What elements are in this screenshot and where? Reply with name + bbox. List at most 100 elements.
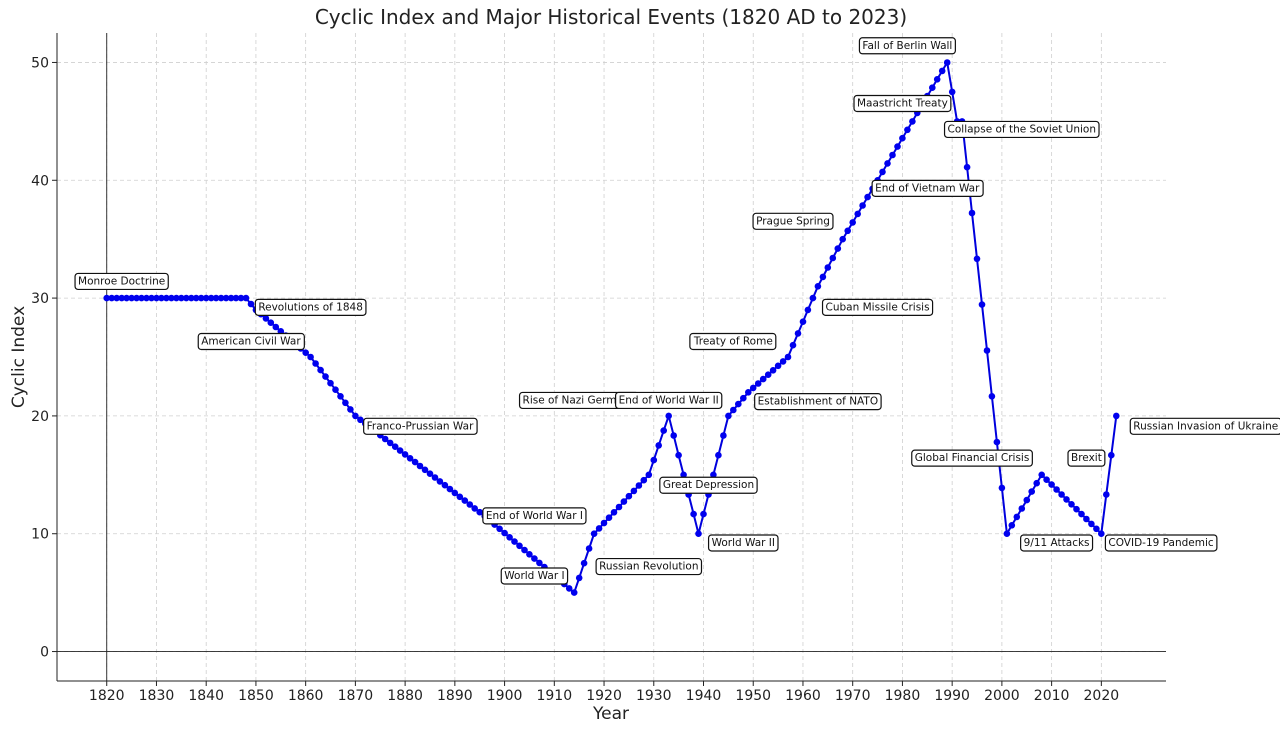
data-point	[759, 375, 767, 383]
data-point	[347, 406, 354, 413]
annotation-text: Russian Invasion of Ukraine	[1133, 420, 1278, 432]
annotation-box	[943, 120, 1100, 139]
x-tick-label: 1840	[188, 688, 224, 704]
data-point	[446, 485, 454, 493]
data-point	[879, 168, 886, 176]
x-tick-label: 1940	[686, 688, 722, 704]
x-tick-label: 1910	[536, 688, 572, 704]
data-point	[1018, 505, 1026, 512]
annotation-text: End of World War I	[486, 510, 583, 522]
data-point	[884, 160, 891, 167]
y-tick-label: 50	[31, 55, 49, 71]
data-point	[655, 442, 662, 449]
data-point	[396, 447, 404, 454]
data-point	[590, 530, 598, 537]
data-point	[973, 255, 981, 263]
x-tick-label: 1860	[288, 688, 324, 704]
data-point	[118, 294, 125, 302]
annotation-text: Franco-Prussian War	[367, 420, 474, 432]
event-annotation: Brexit	[1067, 449, 1106, 467]
data-point	[640, 476, 648, 484]
data-point	[192, 294, 200, 302]
data-point	[212, 294, 220, 302]
x-tick-label: 1980	[885, 688, 921, 704]
data-point	[1028, 488, 1035, 495]
x-tick-label: 1970	[835, 688, 871, 704]
data-point	[789, 341, 797, 349]
data-point	[1043, 476, 1050, 484]
annotation-text: Russian Revolution	[599, 561, 698, 573]
data-point	[113, 294, 120, 302]
data-point	[173, 294, 180, 302]
data-point	[1038, 471, 1045, 479]
annotation-text: American Civil War	[201, 336, 301, 348]
data-point	[635, 482, 643, 489]
data-point	[993, 438, 1001, 446]
data-point	[456, 493, 464, 501]
data-point	[342, 399, 349, 407]
data-point	[570, 589, 578, 596]
event-annotation: Global Financial Crisis	[911, 449, 1033, 467]
data-point	[451, 489, 459, 497]
data-point	[322, 373, 329, 380]
data-point	[232, 294, 240, 302]
data-point	[1083, 515, 1090, 523]
data-point	[267, 319, 275, 327]
annotation-box	[858, 37, 956, 55]
data-point	[849, 219, 856, 226]
data-point	[1068, 501, 1075, 508]
y-tick-label: 0	[40, 645, 49, 661]
x-axis-label: Year	[592, 704, 629, 724]
event-annotation: Establishment of NATO	[754, 392, 882, 411]
data-point	[436, 478, 444, 485]
data-point	[829, 254, 837, 262]
annotation-text: Treaty of Rome	[693, 336, 773, 348]
annotation-text: Establishment of NATO	[758, 396, 878, 408]
x-tick-label: 1950	[735, 688, 771, 704]
annotation-text: Prague Spring	[756, 215, 830, 227]
data-point	[904, 126, 911, 134]
annotation-box	[1104, 534, 1218, 552]
chart-title: Cyclic Index and Major Historical Events…	[315, 5, 907, 29]
x-axis-ticks: 1820 1830 1840 1850 1860 1870 1880 1890 1900 1910…	[89, 681, 1119, 704]
annotation-text: Rise of Nazi Germany	[523, 394, 636, 406]
data-point	[381, 435, 389, 443]
data-point	[1088, 520, 1095, 528]
annotation-box	[821, 298, 934, 316]
data-point	[725, 412, 732, 420]
data-point	[242, 294, 250, 302]
annotation-text: World War I	[504, 570, 564, 582]
data-point	[730, 406, 737, 414]
event-annotation: End of World War I	[482, 507, 587, 525]
data-point	[1048, 481, 1055, 488]
y-tick-label: 10	[31, 527, 49, 543]
event-annotation: Revolutions of 1848	[254, 298, 367, 316]
event-annotation: Treaty of Rome	[689, 332, 777, 351]
data-point	[839, 235, 846, 243]
data-point	[660, 427, 667, 434]
annotation-text: Maastricht Treaty	[857, 98, 948, 110]
data-point	[401, 451, 409, 458]
data-point	[272, 323, 280, 331]
data-point	[933, 76, 941, 83]
data-point	[466, 501, 474, 508]
data-point	[262, 315, 270, 322]
data-point	[779, 358, 787, 365]
data-point	[441, 481, 449, 489]
annotation-box	[754, 392, 882, 411]
y-axis-label: Cyclic Index	[9, 306, 29, 408]
data-point	[889, 151, 896, 159]
data-point	[620, 498, 628, 505]
data-point	[615, 503, 623, 511]
annotation-box	[363, 417, 478, 435]
y-tick-label: 40	[31, 173, 49, 189]
y-axis-ticks: 0 10 20 30 40 50	[31, 55, 57, 661]
data-point	[680, 471, 687, 479]
data-point	[302, 349, 310, 357]
data-point	[158, 294, 165, 302]
data-point	[536, 559, 543, 567]
x-tick-label: 1920	[586, 688, 622, 704]
data-point	[585, 545, 593, 552]
annotation-box	[500, 567, 569, 585]
event-annotation: 9/11 Attacks	[1020, 534, 1094, 552]
